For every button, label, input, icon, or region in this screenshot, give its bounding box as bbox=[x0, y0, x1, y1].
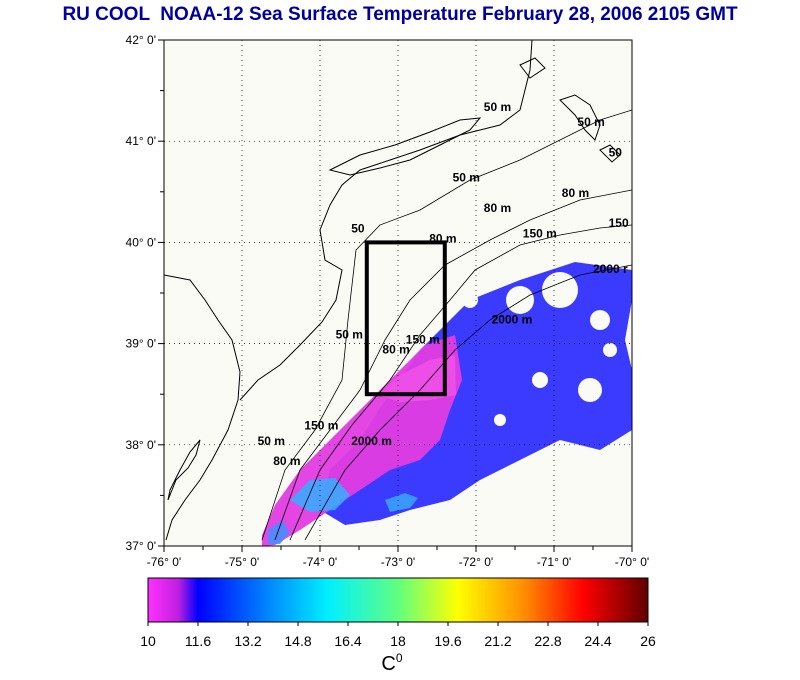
lat-tick-label: 39° 0' bbox=[126, 337, 156, 351]
isobath-label: 80 m bbox=[484, 201, 511, 215]
isobath-label: 150 m bbox=[523, 226, 557, 240]
isobath-label: 50 bbox=[351, 221, 365, 235]
sst-warm-core bbox=[378, 355, 456, 402]
lat-axis: 42° 0' 41° 0' 40° 0' 39° 0' 38° 0' 37° 0… bbox=[126, 33, 156, 553]
sst-data-layer bbox=[262, 262, 632, 546]
colorbar-tick-label: 13.2 bbox=[234, 633, 261, 649]
lon-tick-label: -73° 0' bbox=[381, 555, 415, 569]
unit-superscript: 0 bbox=[396, 651, 403, 665]
lat-tick-label: 37° 0' bbox=[126, 539, 156, 553]
isobath-label: 150 m bbox=[304, 419, 338, 433]
isobath-label: 80 m bbox=[382, 343, 409, 357]
cloud-gaps bbox=[462, 272, 617, 426]
colorbar-tick-label: 14.8 bbox=[284, 633, 311, 649]
lon-tick-label: -74° 0' bbox=[303, 555, 337, 569]
colorbar-tick-label: 18 bbox=[390, 633, 406, 649]
isobath-label: 50 m bbox=[453, 171, 480, 185]
isobath-label: 150 bbox=[609, 216, 629, 230]
lat-tick-label: 42° 0' bbox=[126, 33, 156, 47]
colorbar-tick-label: 11.6 bbox=[185, 633, 211, 649]
lon-tick-label: -70° 0' bbox=[615, 555, 649, 569]
colorbar-tick-label: 10 bbox=[140, 633, 156, 649]
sst-cyan-patch-3 bbox=[268, 520, 290, 544]
study-area-box bbox=[364, 240, 447, 397]
colorbar-unit: C0 bbox=[381, 651, 402, 675]
isobath-label: 80 m bbox=[429, 231, 456, 245]
isobath-label: 50 bbox=[609, 145, 623, 159]
isobath-label: 2000 r bbox=[593, 262, 628, 276]
isobath-50m bbox=[261, 109, 632, 541]
isobath-2000m bbox=[304, 264, 632, 541]
isobath-label: 50 m bbox=[258, 434, 285, 448]
isobath-label: 50 m bbox=[336, 328, 363, 342]
graticule bbox=[158, 39, 633, 552]
colorbar-tick-label: 22.8 bbox=[534, 633, 561, 649]
isobath-label: 50 m bbox=[577, 115, 604, 129]
isobaths bbox=[261, 109, 632, 541]
lon-tick-label: -75° 0' bbox=[225, 555, 259, 569]
colorbar-gradient bbox=[147, 577, 649, 623]
lon-axis: -76° 0' -75° 0' -74° 0' -73° 0' -72° 0' … bbox=[147, 555, 649, 569]
lon-tick-label: -72° 0' bbox=[459, 555, 493, 569]
colorbar-tick-label: 21.2 bbox=[484, 633, 511, 649]
colorbar: 10 11.6 13.2 14.8 16.4 18 19.6 21.2 22.8… bbox=[140, 577, 656, 675]
colorbar-labels: 10 11.6 13.2 14.8 16.4 18 19.6 21.2 22.8… bbox=[140, 633, 656, 649]
isobath-150m bbox=[289, 224, 632, 541]
isobath-label: 2000 m bbox=[351, 434, 392, 448]
colorbar-tick-label: 26 bbox=[640, 633, 656, 649]
colorbar-tick-label: 19.6 bbox=[434, 633, 461, 649]
isobath-label: 50 m bbox=[484, 100, 511, 114]
lat-tick-label: 38° 0' bbox=[126, 438, 156, 452]
lon-tick-label: -76° 0' bbox=[147, 555, 181, 569]
lon-tick-label: -71° 0' bbox=[537, 555, 571, 569]
coastline bbox=[164, 40, 621, 541]
lat-tick-label: 41° 0' bbox=[126, 134, 156, 148]
colorbar-tick-label: 16.4 bbox=[334, 633, 361, 649]
colorbar-ticks bbox=[147, 622, 649, 626]
unit-label: C bbox=[381, 653, 395, 675]
map-title: RU COOL NOAA-12 Sea Surface Temperature … bbox=[62, 4, 738, 25]
isobath-80m bbox=[274, 189, 632, 541]
lat-tick-label: 40° 0' bbox=[126, 235, 156, 249]
isobath-label: 80 m bbox=[273, 454, 300, 468]
isobath-label: 150 m bbox=[406, 333, 440, 347]
isobath-label: 2000 m bbox=[492, 312, 533, 326]
sst-cyan-patch-2 bbox=[385, 493, 418, 512]
map-frame bbox=[163, 39, 633, 547]
isobath-label: 80 m bbox=[562, 186, 589, 200]
colorbar-tick-label: 24.4 bbox=[584, 633, 611, 649]
